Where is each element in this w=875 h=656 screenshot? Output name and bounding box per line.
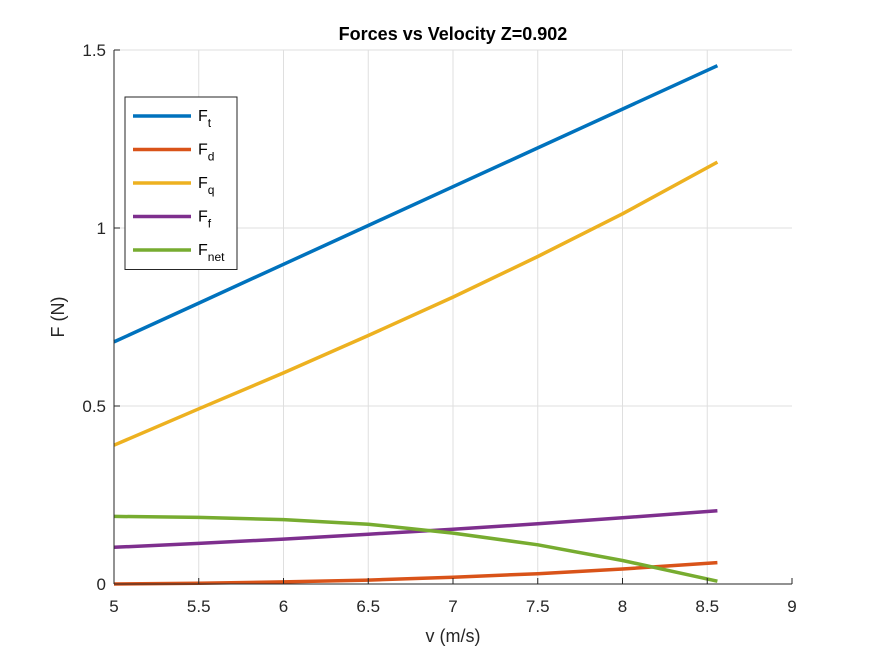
x-tick-label: 5 (109, 597, 118, 616)
x-tick-label: 7 (448, 597, 457, 616)
legend-entry-net: Fnet (198, 242, 225, 264)
legend-entry-d: Fd (198, 142, 214, 164)
legend-entry-f: Ff (198, 209, 212, 231)
y-tick-label: 1.5 (82, 41, 106, 60)
x-tick-label: 8 (618, 597, 627, 616)
series-line-t (113, 64, 719, 344)
x-axis-label: v (m/s) (426, 626, 481, 646)
series-line-f (113, 508, 718, 550)
x-tick-label: 6 (279, 597, 288, 616)
x-tick-label: 8.5 (695, 597, 719, 616)
y-tick-label: 0 (97, 575, 106, 594)
ticks: 5 5.5 6 6.5 7 7.5 8 8.5 9 0 0.5 1 1.5 (82, 41, 796, 616)
x-tick-label: 6.5 (356, 597, 380, 616)
series-line-net (113, 514, 718, 583)
y-tick-label: 1 (97, 219, 106, 238)
legend-entry-q: Fq (198, 175, 214, 197)
x-tick-label: 9 (787, 597, 796, 616)
series-lines (113, 64, 719, 586)
x-tick-label: 7.5 (526, 597, 550, 616)
chart-title: Forces vs Velocity Z=0.902 (339, 24, 568, 44)
legend: Ft Fd Fq Ff Fnet (124, 96, 238, 270)
y-tick-label: 0.5 (82, 397, 106, 416)
x-tick-label: 5.5 (187, 597, 211, 616)
legend-entry-t: Ft (198, 108, 212, 130)
y-axis-label: F (N) (48, 297, 68, 338)
series-line-q (113, 160, 719, 447)
series-line-d (113, 560, 718, 586)
